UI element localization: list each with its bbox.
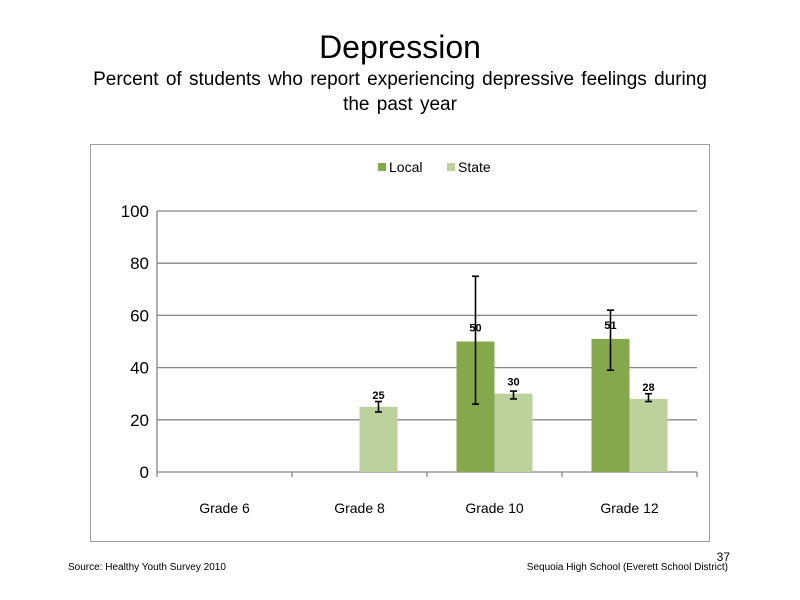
bar-state xyxy=(494,393,533,472)
school-name: Sequoia High School (Everett School Dist… xyxy=(526,562,728,573)
data-label: 51 xyxy=(604,320,616,332)
x-category-label: Grade 8 xyxy=(334,500,385,516)
data-label: 28 xyxy=(642,382,654,394)
y-tick-label: 80 xyxy=(130,254,149,273)
x-category-label: Grade 6 xyxy=(199,500,250,516)
slide-subtitle: Percent of students who report experienc… xyxy=(93,69,707,115)
x-category-label: Grade 10 xyxy=(465,500,524,516)
bar-state xyxy=(359,406,398,472)
data-label: 50 xyxy=(469,323,481,335)
bar-chart: 0 20 40 60 80 100 Grade 6 25 Grade 8 50 30 Grade 10… xyxy=(121,159,698,516)
chart-frame: 0 20 40 60 80 100 Grade 6 25 Grade 8 50 30 Grade 10… xyxy=(90,144,710,542)
y-tick-label: 60 xyxy=(130,306,149,325)
page-number: 37 xyxy=(716,550,730,564)
y-tick-label: 100 xyxy=(121,202,149,221)
data-label: 30 xyxy=(507,377,519,389)
data-label: 25 xyxy=(372,390,384,402)
y-tick-label: 0 xyxy=(140,463,149,482)
legend-label-state: State xyxy=(458,159,491,175)
legend-label-local: Local xyxy=(389,159,422,175)
source-note: Source: Healthy Youth Survey 2010 xyxy=(68,562,226,573)
legend-swatch-state xyxy=(447,163,455,171)
legend-swatch-local xyxy=(378,163,386,171)
slide-title: Depression xyxy=(319,29,481,65)
y-tick-label: 20 xyxy=(130,411,149,430)
y-tick-label: 40 xyxy=(130,359,149,378)
bar-state xyxy=(629,398,668,472)
x-category-label: Grade 12 xyxy=(600,500,659,516)
